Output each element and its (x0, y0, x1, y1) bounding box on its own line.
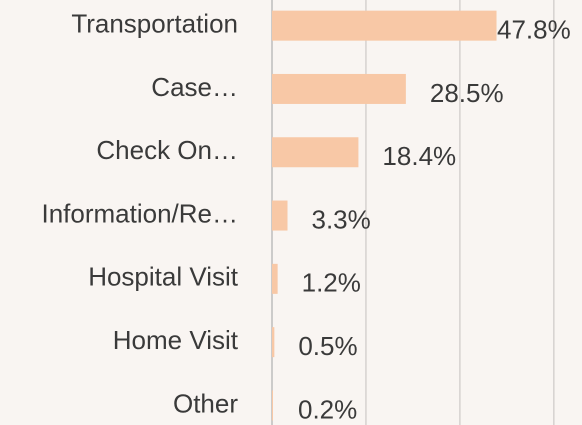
category-label: Other (173, 388, 238, 418)
category-label: Check On… (96, 135, 238, 165)
category-label: Information/Re… (41, 198, 238, 228)
value-label: 0.2% (298, 394, 357, 424)
value-label: 18.4% (382, 141, 456, 171)
category-label: Home Visit (113, 325, 239, 355)
value-label: 47.8% (497, 15, 571, 45)
value-label: 0.5% (298, 331, 357, 361)
category-label: Transportation (71, 9, 238, 39)
bar (272, 73, 406, 104)
bar (272, 327, 275, 358)
value-label: 28.5% (430, 78, 504, 108)
bar (272, 263, 278, 294)
bar (272, 390, 273, 421)
bar (272, 137, 359, 168)
value-label: 1.2% (302, 268, 361, 298)
value-label: 3.3% (312, 204, 371, 234)
bar (272, 200, 288, 231)
category-label: Hospital Visit (88, 262, 239, 292)
category-label: Case… (151, 72, 238, 102)
bar (272, 10, 497, 41)
